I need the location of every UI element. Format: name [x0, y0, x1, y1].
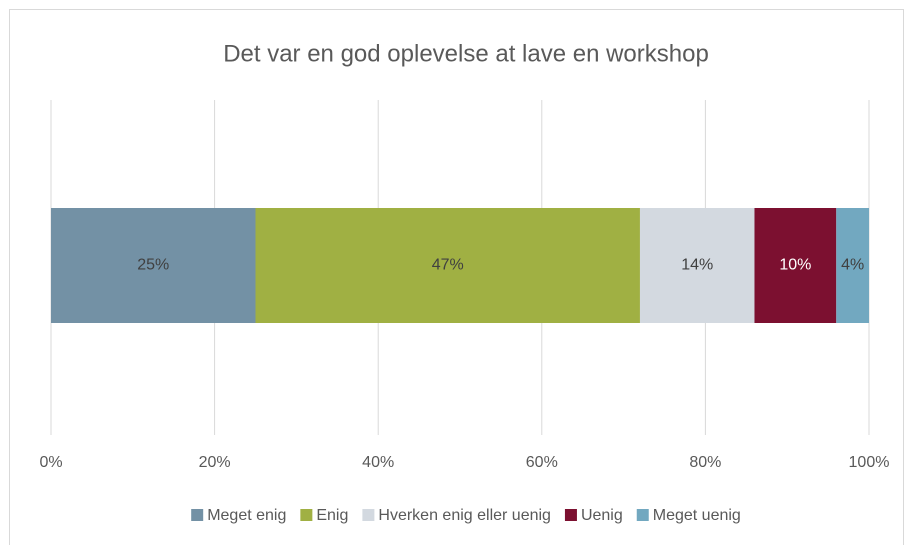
bar-segment — [754, 208, 837, 323]
data-label: 14% — [681, 257, 713, 274]
legend-swatch — [300, 509, 313, 521]
legend-swatch — [636, 509, 649, 521]
legend-swatch — [191, 509, 204, 521]
data-label: 25% — [137, 257, 169, 274]
legend-label: Uenig — [581, 507, 623, 524]
data-label: 10% — [779, 257, 811, 274]
bar-segment — [255, 208, 640, 323]
legend-label: Meget enig — [207, 507, 286, 524]
legend-label: Hverken enig eller uenig — [378, 507, 551, 524]
data-label: 47% — [432, 257, 464, 274]
legend-swatch — [564, 509, 577, 521]
data-label: 4% — [841, 257, 864, 274]
x-tick-label: 20% — [199, 454, 231, 471]
legend-swatch — [362, 509, 375, 521]
legend: Meget enig Enig Hverken enig eller uenig Ue… — [191, 507, 741, 524]
x-tick-label: 0% — [39, 454, 62, 471]
x-tick-label: 80% — [689, 454, 721, 471]
x-tick-label: 60% — [526, 454, 558, 471]
legend-label: Enig — [316, 507, 348, 524]
legend-label: Meget uenig — [653, 507, 741, 524]
bar-segment — [836, 208, 869, 323]
bar-segment — [51, 208, 256, 323]
bar-segment — [639, 208, 755, 323]
x-tick-label: 40% — [362, 454, 394, 471]
chart-title: Det var en god oplevelse at lave en work… — [223, 40, 709, 67]
x-tick-label: 100% — [849, 454, 890, 471]
